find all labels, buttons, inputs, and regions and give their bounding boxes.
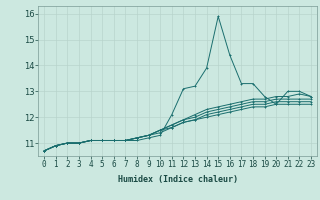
X-axis label: Humidex (Indice chaleur): Humidex (Indice chaleur) — [118, 175, 238, 184]
